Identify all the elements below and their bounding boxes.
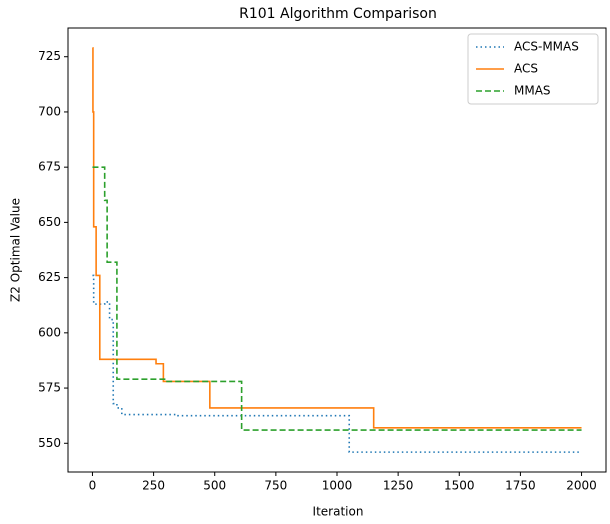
x-tick-label: 1250: [383, 479, 414, 493]
y-tick-label: 550: [38, 436, 61, 450]
legend-box: [467, 33, 599, 105]
x-tick-label: 1000: [322, 479, 353, 493]
x-tick-label: 1500: [444, 479, 475, 493]
y-tick-label: 725: [38, 49, 61, 63]
x-tick-label: 0: [89, 479, 97, 493]
chart-title: R101 Algorithm Comparison: [239, 6, 437, 22]
y-tick-label: 650: [38, 215, 61, 229]
legend-label: ACS-MMAS: [514, 40, 579, 54]
x-tick-label: 2000: [566, 479, 597, 493]
x-tick-label: 1750: [505, 479, 536, 493]
series-line: [92, 47, 582, 429]
plot-frame: [67, 27, 607, 473]
series-line: [92, 166, 582, 431]
y-axis-label: Z2 Optimal Value: [9, 198, 23, 302]
series-line: [92, 274, 582, 453]
y-tick-label: 700: [38, 104, 61, 118]
y-tick-label: 625: [38, 270, 61, 284]
legend-label: MMAS: [514, 84, 551, 98]
legend-label: ACS: [514, 62, 538, 76]
x-tick-label: 500: [203, 479, 226, 493]
x-axis-label: Iteration: [313, 505, 364, 519]
x-tick-label: 750: [264, 479, 287, 493]
y-tick-label: 600: [38, 325, 61, 339]
x-tick-label: 250: [142, 479, 165, 493]
y-tick-label: 675: [38, 160, 61, 174]
y-tick-label: 575: [38, 381, 61, 395]
legend: ACS-MMAS ACS MMAS: [467, 33, 599, 105]
